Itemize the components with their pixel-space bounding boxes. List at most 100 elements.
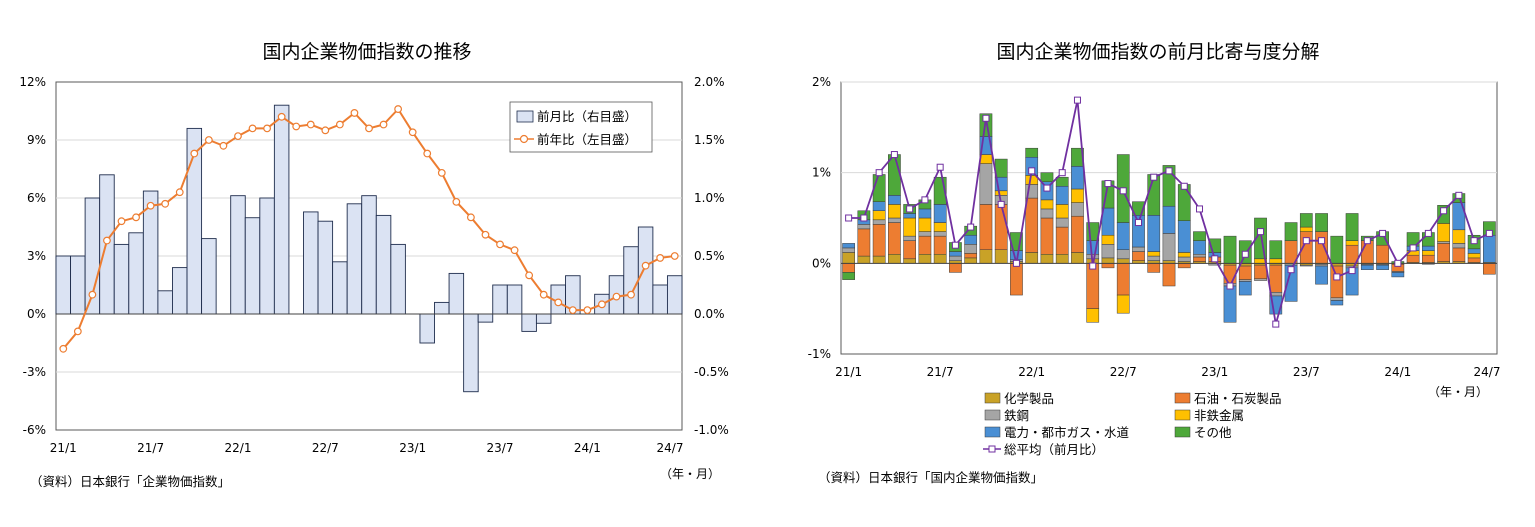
- chart2-bar-segment: [1421, 254, 1435, 263]
- chart2-legend-label: 石油・石炭製品: [1194, 391, 1282, 406]
- chart2-bar-segment: [1177, 184, 1191, 221]
- chart2-total-avg-point: [1226, 282, 1234, 290]
- chart2-bar-segment: [918, 235, 932, 255]
- chart2-bar-segment: [842, 243, 855, 249]
- chart2-legend-label: 非鉄金属: [1194, 408, 1244, 423]
- chart2-bar-segment: [1467, 257, 1481, 263]
- chart2-bar-segment: [842, 263, 855, 273]
- chart2-bar-segment: [1284, 264, 1298, 302]
- chart2-legend-label: 総平均（前月比）: [1004, 442, 1104, 457]
- chart2-bar-segment: [1437, 223, 1450, 242]
- chart2-bar-segment: [1177, 252, 1191, 258]
- chart2-bar-segment: [1437, 243, 1450, 262]
- chart2-total-avg-point: [1196, 205, 1204, 213]
- chart1-bar: [623, 246, 639, 315]
- chart2-bar-segment: [1101, 263, 1115, 269]
- chart2-legend-label: その他: [1194, 425, 1232, 440]
- chart2-y-tick-label: 0%: [812, 256, 831, 270]
- chart2-bar-segment: [872, 219, 886, 225]
- chart2-bar-segment: [1254, 278, 1267, 281]
- chart1-yoy-point: [510, 246, 519, 255]
- chart2-bar-segment: [1055, 254, 1069, 264]
- chart2-bar-segment: [1483, 234, 1496, 263]
- chart2-bar-segment: [1315, 231, 1328, 264]
- chart2-bar-segment: [933, 231, 947, 237]
- chart2-bar-segment: [1086, 263, 1100, 309]
- chart1-yoy-point: [423, 149, 432, 158]
- chart2-bar-segment: [1055, 186, 1069, 205]
- chart2-bar-segment: [1086, 308, 1100, 323]
- chart2-total-avg-point: [890, 151, 898, 159]
- legend-marker-yoy: [519, 134, 529, 144]
- chart1-yoy-point: [554, 298, 563, 307]
- chart2-bar-segment: [1330, 235, 1344, 264]
- chart2-bar-segment: [1162, 263, 1176, 287]
- chart1-yoy-point: [627, 290, 635, 299]
- chart2-bar-segment: [1315, 213, 1328, 232]
- chart2-legend-label: 鉄鋼: [1004, 408, 1029, 423]
- chart2-total-avg-point: [845, 214, 853, 222]
- chart1-yoy-point: [583, 306, 592, 315]
- chart2-bar-segment: [1483, 263, 1496, 275]
- chart1-yoy-point: [117, 217, 126, 226]
- chart1-bar: [128, 232, 144, 315]
- chart2-bar-segment: [1467, 253, 1481, 259]
- chart1-left-tick-label: 6%: [27, 191, 46, 205]
- chart2-bar-segment: [933, 235, 947, 255]
- chart1-bar: [666, 275, 683, 315]
- chart2-total-avg-point: [1211, 255, 1219, 263]
- chart2-bar-segment: [1238, 265, 1252, 280]
- chart2-bar-segment: [1193, 231, 1206, 241]
- chart2-bar-segment: [1254, 264, 1267, 279]
- chart2-bar-segment: [979, 204, 993, 250]
- chart2-bar-segment: [1269, 240, 1283, 260]
- chart2-bar-segment: [1071, 252, 1084, 264]
- chart2-y-tick-label: 1%: [812, 166, 831, 180]
- chart1-yoy-point: [496, 240, 504, 249]
- chart2-total-avg-point: [1272, 320, 1280, 328]
- chart1-yoy-point: [481, 230, 490, 239]
- chart1-bar: [55, 255, 72, 315]
- chart2-legend-marker: [988, 445, 996, 453]
- chart2-bar-segment: [888, 222, 901, 255]
- chart2-bar-segment: [1330, 300, 1344, 306]
- chart1-yoy-point: [204, 136, 213, 144]
- chart2-total-avg-point: [1119, 187, 1127, 195]
- chart1-yoy-point: [292, 122, 301, 131]
- chart2-bar-segment: [1177, 256, 1191, 262]
- legend-label-yoy: 前年比（左目盛）: [537, 132, 637, 147]
- chart1-bar: [419, 313, 435, 344]
- chart2-y-tick-label: 2%: [812, 75, 831, 89]
- chart2-total-avg-point: [1058, 169, 1066, 177]
- chart2-bar-segment: [888, 195, 901, 205]
- chart2-bar-segment: [903, 213, 917, 219]
- chart2-x-tick-label: 23/7: [1293, 365, 1320, 379]
- chart1-bar: [259, 197, 275, 315]
- chart2-total-avg-point: [967, 223, 975, 231]
- chart2-bar-segment: [903, 217, 917, 237]
- legend-label-mom: 前月比（右目盛）: [537, 109, 637, 124]
- chart1-yoy-point: [365, 124, 373, 133]
- chart1-bar: [652, 284, 668, 315]
- chart2-bar-segment: [1345, 213, 1359, 241]
- chart1-yoy-point: [103, 236, 111, 245]
- chart1-bar: [535, 313, 552, 324]
- chart2-total-avg-point: [936, 163, 944, 171]
- chart1-bar: [492, 284, 508, 315]
- chart2-bar-segment: [1025, 147, 1039, 158]
- chart2-bar-segment: [1360, 264, 1374, 270]
- chart-cgpi-contribution: 国内企業物価指数の前月比寄与度分解 2% 1% 0% -1% 21/1 21/7 22/1…: [808, 41, 1501, 485]
- chart2-total-avg-point: [1104, 180, 1112, 188]
- chart1-yoy-point: [277, 112, 286, 121]
- chart2-x-tick-label: 22/7: [1110, 365, 1137, 379]
- chart2-bar-segment: [1116, 258, 1130, 264]
- chart2-bar-segment: [994, 190, 1008, 196]
- chart2-bar-segment: [1437, 241, 1450, 244]
- chart2-total-avg-point: [1089, 262, 1097, 270]
- chart1-x-tick-label: 22/1: [225, 441, 252, 455]
- chart1-bar: [201, 238, 217, 315]
- chart2-bar-segment: [1330, 297, 1344, 301]
- chart1-bar: [70, 255, 86, 315]
- chart2-bar-segment: [994, 249, 1008, 264]
